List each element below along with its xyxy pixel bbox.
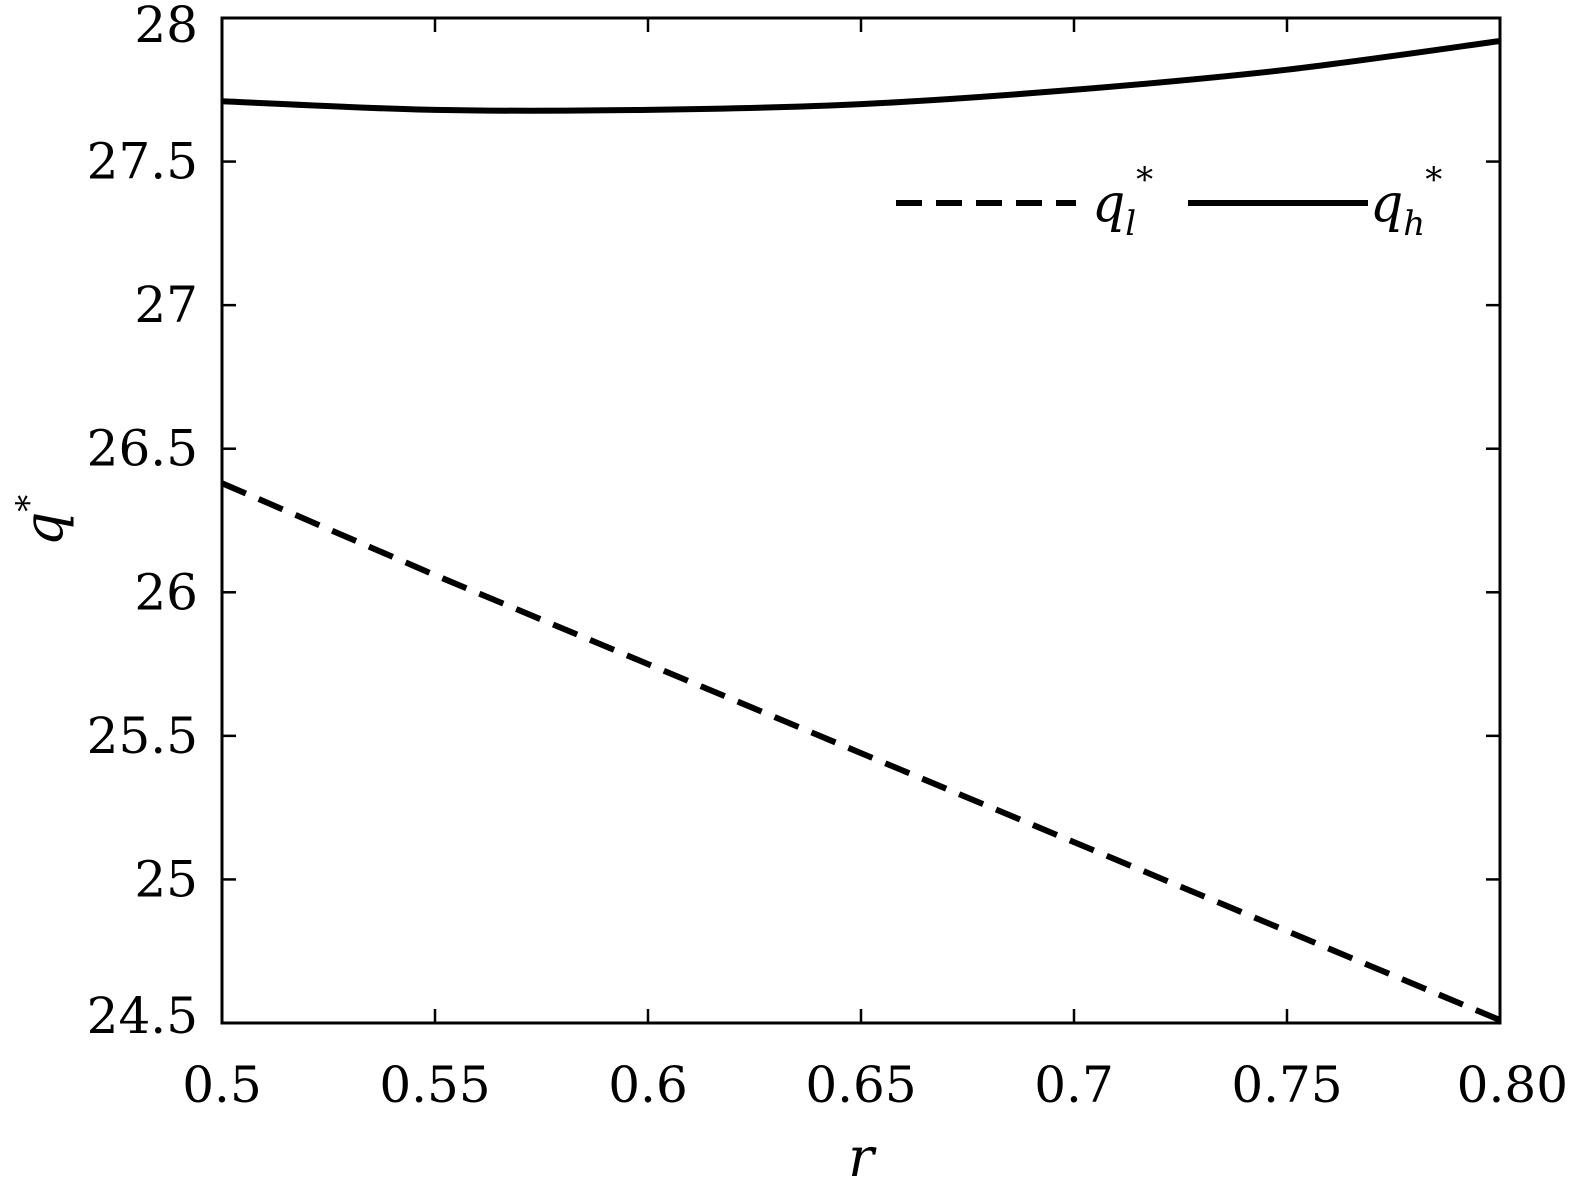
- y-tick-label: 27: [134, 276, 198, 334]
- x-tick-labels: 0.5 0.55 0.6 0.65 0.7 0.75 0.80: [182, 1056, 1568, 1114]
- series-line-q-l: [220, 480, 1502, 1023]
- legend-label-q-h: qh*: [1370, 160, 1442, 244]
- legend: ql* qh*: [896, 160, 1442, 244]
- x-axis-label: r: [848, 1126, 877, 1178]
- y-tick-label: 24.5: [87, 987, 198, 1045]
- legend-label-q-l: ql*: [1092, 160, 1153, 244]
- y-tick-label: 26.5: [87, 420, 198, 478]
- x-tick-label: 0.80: [1457, 1056, 1568, 1114]
- y-tick-labels: 24.5 25 25.5 26 26.5 27 27.5 28: [87, 0, 198, 1045]
- legend-label-q-l-base: q: [1092, 174, 1125, 234]
- y-axis-label-sup: *: [9, 495, 49, 512]
- x-tick-label: 0.75: [1231, 1056, 1342, 1114]
- series-line-q-h: [221, 38, 1501, 114]
- plot-frame: [220, 16, 1502, 1025]
- series-layer: [220, 38, 1502, 1023]
- y-tick-label: 25: [134, 850, 198, 908]
- y-tick-label: 26: [134, 563, 198, 621]
- y-tick-label: 27.5: [87, 133, 198, 191]
- x-tick-label: 0.6: [608, 1056, 688, 1114]
- x-tick-label: 0.7: [1034, 1056, 1114, 1114]
- y-axis-label-base: q: [12, 512, 75, 547]
- y-tick-label: 25.5: [87, 707, 198, 765]
- legend-label-q-h-sub: h: [1403, 204, 1425, 244]
- legend-label-q-h-base: q: [1370, 174, 1403, 234]
- legend-label-q-l-sup: *: [1136, 160, 1153, 200]
- axis-ticks: [220, 16, 1502, 1025]
- x-tick-label: 0.65: [805, 1056, 916, 1114]
- y-axis-label: q*: [9, 495, 75, 547]
- y-tick-label: 28: [134, 0, 198, 54]
- x-tick-label: 0.5: [182, 1056, 262, 1114]
- legend-label-q-h-sup: *: [1425, 160, 1442, 200]
- x-tick-label: 0.55: [379, 1056, 490, 1114]
- legend-label-q-l-sub: l: [1125, 204, 1136, 244]
